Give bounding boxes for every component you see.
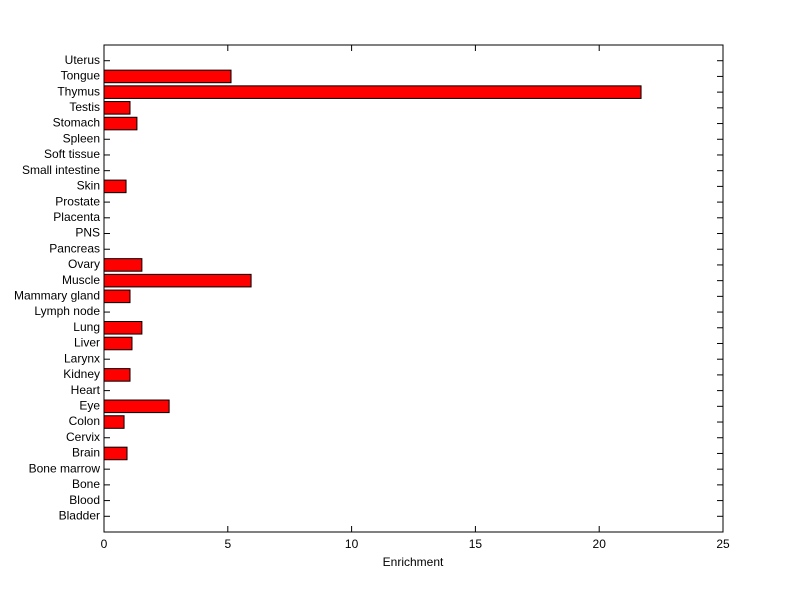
bar: [103, 258, 143, 272]
bar: [103, 179, 127, 194]
y-tick-label: Skin: [77, 179, 100, 193]
y-tick-label: Bone marrow: [29, 461, 101, 475]
y-tick-label: Prostate: [55, 194, 100, 208]
y-tick-label: Spleen: [63, 131, 100, 145]
y-tick-label: Ovary: [68, 257, 100, 271]
bar: [103, 85, 642, 99]
bar: [103, 446, 128, 461]
x-tick-label: 20: [593, 537, 607, 551]
bar: [103, 415, 125, 429]
bar: [103, 289, 131, 304]
y-tick-label: Placenta: [53, 210, 100, 224]
y-tick-label: Testis: [69, 100, 100, 114]
y-tick-label: Uterus: [65, 53, 100, 67]
x-tick-label: 0: [101, 537, 108, 551]
y-tick-label: Brain: [72, 446, 100, 460]
y-tick-label: Kidney: [63, 367, 100, 381]
bar: [103, 101, 131, 115]
y-tick-label: Tongue: [61, 69, 101, 83]
x-tick-label: 25: [716, 537, 730, 551]
x-tick-label: 5: [224, 537, 231, 551]
y-tick-label: Eye: [79, 398, 100, 412]
bar: [103, 273, 252, 288]
y-tick-label: Thymus: [57, 84, 100, 98]
y-tick-label: Muscle: [62, 273, 100, 287]
y-tick-label: PNS: [75, 226, 100, 240]
y-tick-label: Cervix: [66, 430, 100, 444]
y-tick-label: Lung: [73, 320, 100, 334]
y-tick-label: Small intestine: [22, 163, 100, 177]
y-tick-label: Bone: [72, 477, 100, 491]
y-tick-label: Lymph node: [34, 304, 100, 318]
y-tick-label: Blood: [69, 493, 100, 507]
bar: [103, 320, 143, 335]
x-tick-label: 15: [469, 537, 483, 551]
bar: [103, 336, 133, 351]
y-tick-label: Colon: [69, 414, 100, 428]
x-axis-label: Enrichment: [383, 555, 444, 569]
y-tick-label: Soft tissue: [44, 147, 100, 161]
y-tick-label: Liver: [74, 336, 100, 350]
bar: [103, 399, 170, 414]
y-tick-label: Stomach: [53, 116, 100, 130]
y-tick-label: Bladder: [59, 508, 100, 522]
y-tick-label: Mammary gland: [14, 289, 100, 303]
y-tick-label: Larynx: [64, 351, 100, 365]
y-tick-label: Heart: [71, 383, 101, 397]
x-tick-label: 10: [345, 537, 359, 551]
y-tick-label: Pancreas: [49, 241, 100, 255]
bar: [103, 116, 138, 131]
bar: [103, 368, 131, 382]
bar: [103, 69, 232, 84]
plot-area: [103, 44, 724, 533]
